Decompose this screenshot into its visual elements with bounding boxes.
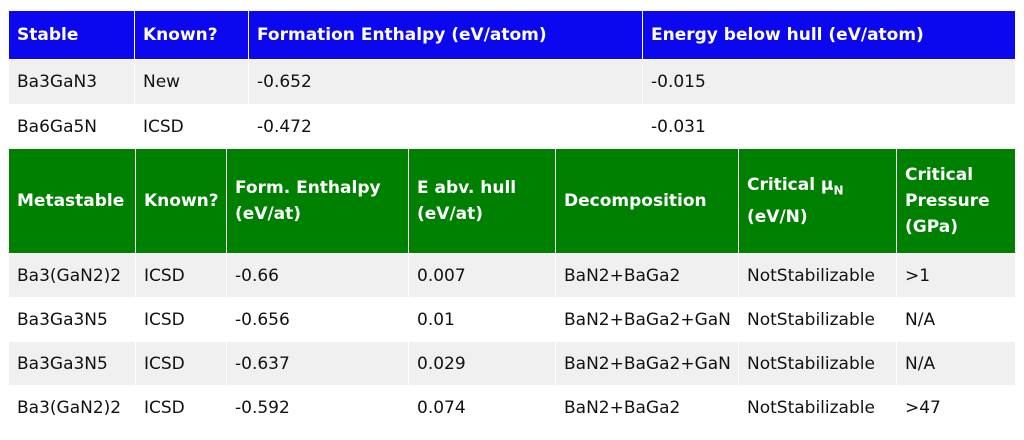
cell-critical-pressure: >1 [896, 253, 1016, 298]
cell-energy-below-hull: -0.031 [642, 104, 1016, 150]
table-row: Ba3GaN3 New -0.652 -0.015 [8, 59, 1016, 105]
cell-formation-enthalpy: -0.472 [248, 104, 643, 150]
header-metastable: Metastable [8, 148, 136, 254]
header-known: Known? [135, 148, 227, 254]
cell-known: New [134, 59, 249, 105]
header-critical-pressure-line1: Critical [905, 165, 974, 185]
header-critical-pressure-line3: (GPa) [905, 217, 958, 237]
header-critical-pressure-line2: Pressure [905, 191, 990, 211]
header-stable: Stable [8, 10, 135, 60]
cell-decomposition: BaN2+BaGa2+GaN [555, 297, 739, 342]
header-critical-mu-subscript: N [833, 183, 844, 198]
cell-e-abv-hull: 0.029 [408, 341, 556, 386]
cell-formation-enthalpy: -0.652 [248, 59, 643, 105]
header-energy-below-hull: Energy below hull (eV/atom) [642, 10, 1016, 60]
header-e-abv-hull-line2: (eV/at) [417, 204, 484, 224]
cell-critical-mu: NotStabilizable [738, 253, 897, 298]
header-e-abv-hull: E abv. hull (eV/at) [408, 148, 556, 254]
cell-e-abv-hull: 0.01 [408, 297, 556, 342]
cell-critical-mu: NotStabilizable [738, 297, 897, 342]
cell-e-abv-hull: 0.074 [408, 385, 556, 430]
metastable-table: Metastable Known? Form. Enthalpy (eV/at)… [8, 148, 1016, 430]
table-row: Ba3(GaN2)2 ICSD -0.592 0.074 BaN2+BaGa2 … [8, 385, 1016, 430]
cell-compound: Ba3Ga3N5 [8, 297, 136, 342]
header-critical-pressure: Critical Pressure (GPa) [896, 148, 1016, 254]
table-row: Ba6Ga5N ICSD -0.472 -0.031 [8, 104, 1016, 150]
cell-compound: Ba6Ga5N [8, 104, 135, 150]
cell-compound: Ba3(GaN2)2 [8, 253, 136, 298]
header-critical-mu: Critical μN (eV/N) [738, 148, 897, 254]
cell-known: ICSD [134, 104, 249, 150]
stable-table: Stable Known? Formation Enthalpy (eV/ato… [8, 10, 1016, 150]
cell-known: ICSD [135, 253, 227, 298]
cell-form-enthalpy: -0.637 [226, 341, 409, 386]
cell-decomposition: BaN2+BaGa2+GaN [555, 341, 739, 386]
stable-header-row: Stable Known? Formation Enthalpy (eV/ato… [8, 10, 1016, 60]
cell-critical-mu: NotStabilizable [738, 341, 897, 386]
header-form-enthalpy-line2: (eV/at) [235, 204, 302, 224]
cell-known: ICSD [135, 341, 227, 386]
cell-compound: Ba3GaN3 [8, 59, 135, 105]
header-known: Known? [134, 10, 249, 60]
header-critical-mu-line1: Critical μ [747, 175, 834, 196]
cell-critical-pressure: N/A [896, 297, 1016, 342]
header-e-abv-hull-line1: E abv. hull [417, 178, 517, 198]
cell-e-abv-hull: 0.007 [408, 253, 556, 298]
cell-form-enthalpy: -0.656 [226, 297, 409, 342]
header-form-enthalpy: Form. Enthalpy (eV/at) [226, 148, 409, 254]
cell-decomposition: BaN2+BaGa2 [555, 253, 739, 298]
cell-form-enthalpy: -0.592 [226, 385, 409, 430]
cell-critical-mu: NotStabilizable [738, 385, 897, 430]
table-row: Ba3(GaN2)2 ICSD -0.66 0.007 BaN2+BaGa2 N… [8, 253, 1016, 298]
header-critical-mu-line2: (eV/N) [747, 206, 808, 227]
cell-known: ICSD [135, 385, 227, 430]
cell-compound: Ba3Ga3N5 [8, 341, 136, 386]
cell-energy-below-hull: -0.015 [642, 59, 1016, 105]
cell-known: ICSD [135, 297, 227, 342]
metastable-header-row: Metastable Known? Form. Enthalpy (eV/at)… [8, 148, 1016, 254]
cell-critical-pressure: N/A [896, 341, 1016, 386]
table-row: Ba3Ga3N5 ICSD -0.656 0.01 BaN2+BaGa2+GaN… [8, 297, 1016, 342]
header-formation-enthalpy: Formation Enthalpy (eV/atom) [248, 10, 643, 60]
cell-decomposition: BaN2+BaGa2 [555, 385, 739, 430]
header-form-enthalpy-line1: Form. Enthalpy [235, 178, 381, 198]
cell-compound: Ba3(GaN2)2 [8, 385, 136, 430]
header-decomposition: Decomposition [555, 148, 739, 254]
cell-form-enthalpy: -0.66 [226, 253, 409, 298]
cell-critical-pressure: >47 [896, 385, 1016, 430]
table-row: Ba3Ga3N5 ICSD -0.637 0.029 BaN2+BaGa2+Ga… [8, 341, 1016, 386]
